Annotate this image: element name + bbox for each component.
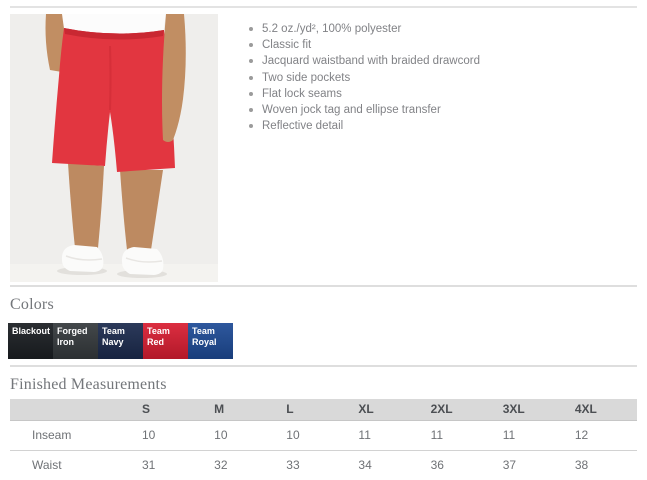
measurement-cell: 32 <box>204 449 277 480</box>
measurement-cell: 31 <box>132 449 205 480</box>
measurement-row-label: Waist <box>10 449 132 480</box>
color-swatch-label: Team Navy <box>102 326 125 347</box>
size-column-header-3xl: 3XL <box>492 399 565 421</box>
color-swatch-team-navy[interactable]: Team Navy <box>98 323 143 359</box>
empty-header-cell <box>10 399 132 421</box>
color-swatch-label: Team Royal <box>192 326 217 347</box>
color-swatch-list: Blackout Forged Iron Team Navy Team Red Team… <box>8 323 637 359</box>
measurement-cell: 10 <box>276 420 349 450</box>
measurement-cell: 36 <box>420 449 493 480</box>
measurement-cell: 11 <box>348 420 421 450</box>
size-column-header-4xl: 4XL <box>564 399 637 421</box>
color-swatch-team-red[interactable]: Team Red <box>143 323 188 359</box>
size-column-header-l: L <box>276 399 349 421</box>
feature-item: Jacquard waistband with braided drawcord <box>248 53 480 69</box>
size-column-header-m: M <box>204 399 277 421</box>
color-swatch-team-royal[interactable]: Team Royal <box>188 323 233 359</box>
measurement-cell: 11 <box>420 420 493 450</box>
feature-item: 5.2 oz./yd², 100% polyester <box>248 21 480 37</box>
size-column-header-xl: XL <box>348 399 421 421</box>
measurements-table-body: Inseam 10 10 10 11 11 11 12 Waist 31 32 33 34 36 37 38 <box>10 420 637 480</box>
color-swatch-forged-iron[interactable]: Forged Iron <box>53 323 98 359</box>
product-photo-illustration <box>10 14 218 282</box>
measurements-table: S M L XL 2XL 3XL 4XL Inseam 10 10 10 11 11 11 12 Waist… <box>10 399 637 480</box>
measurement-row-waist: Waist 31 32 33 34 36 37 38 <box>10 449 637 480</box>
measurement-cell: 33 <box>276 449 349 480</box>
color-swatch-label: Team Red <box>147 326 170 347</box>
measurement-row-label: Inseam <box>10 420 132 450</box>
measurements-table-header: S M L XL 2XL 3XL 4XL <box>10 399 637 421</box>
feature-list: 5.2 oz./yd², 100% polyester Classic fit Ja… <box>248 21 480 282</box>
measurement-cell: 11 <box>492 420 565 450</box>
measurement-cell: 10 <box>132 420 205 450</box>
header-row: S M L XL 2XL 3XL 4XL <box>10 399 637 421</box>
feature-item: Woven jock tag and ellipse transfer <box>248 102 480 118</box>
measurement-cell: 37 <box>492 449 565 480</box>
product-overview-section: 5.2 oz./yd², 100% polyester Classic fit Ja… <box>10 14 637 282</box>
feature-item: Flat lock seams <box>248 86 480 102</box>
feature-item: Reflective detail <box>248 118 480 134</box>
measurement-cell: 10 <box>204 420 277 450</box>
color-swatch-label: Blackout <box>12 326 51 336</box>
feature-item: Two side pockets <box>248 70 480 86</box>
colors-divider <box>10 285 637 287</box>
measurement-cell: 38 <box>564 449 637 480</box>
colors-heading: Colors <box>10 296 54 313</box>
measurement-row-inseam: Inseam 10 10 10 11 11 11 12 <box>10 420 637 450</box>
color-swatch-label: Forged Iron <box>57 326 88 347</box>
measurement-cell: 12 <box>564 420 637 450</box>
measurements-heading: Finished Measurements <box>10 376 167 393</box>
feature-item: Classic fit <box>248 37 480 53</box>
measurement-cell: 34 <box>348 449 421 480</box>
size-column-header-s: S <box>132 399 205 421</box>
size-column-header-2xl: 2XL <box>420 399 493 421</box>
product-photo <box>10 14 218 282</box>
product-detail-page: 5.2 oz./yd², 100% polyester Classic fit Ja… <box>0 6 647 480</box>
top-divider <box>10 6 637 8</box>
color-swatch-blackout[interactable]: Blackout <box>8 323 53 359</box>
measurements-divider <box>10 365 637 367</box>
